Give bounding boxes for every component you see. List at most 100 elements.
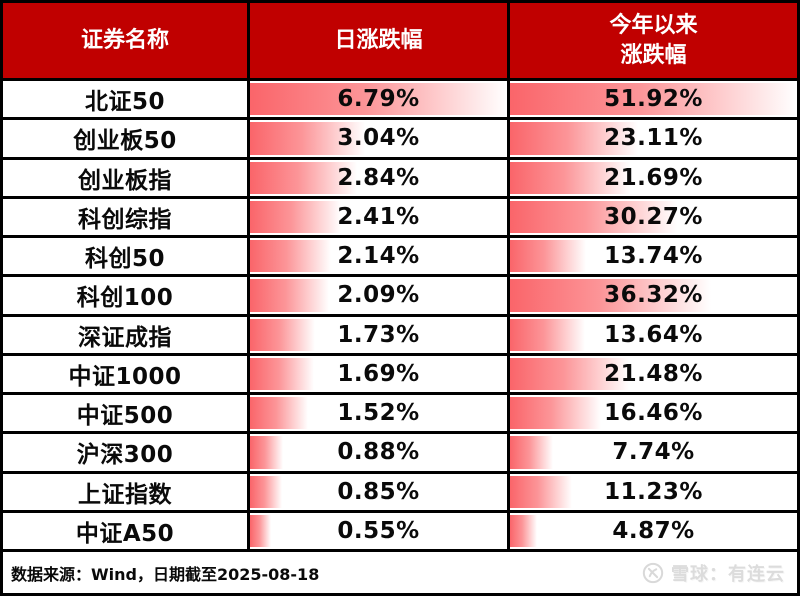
ytd-change-bar — [510, 122, 638, 155]
ytd-change-bar — [510, 240, 586, 273]
header-security-name: 证券名称 — [3, 3, 250, 78]
table-row: 中证A50 0.55% 4.87% — [3, 512, 797, 552]
daily-change-value: 1.69% — [337, 360, 420, 387]
ytd-change-value: 16.46% — [604, 400, 703, 427]
daily-change-bar — [250, 318, 316, 351]
table-row: 北证50 6.79% 51.92% — [3, 81, 797, 121]
daily-change-bar — [250, 436, 284, 469]
ytd-change-cell: 36.32% — [510, 277, 797, 313]
daily-change-cell: 3.04% — [250, 120, 510, 157]
table-footer: 数据来源：Wind，日期截至2025-08-18 雪球：有连云 — [3, 552, 797, 593]
ytd-change-cell: 7.74% — [510, 434, 797, 470]
daily-change-cell: 6.79% — [250, 81, 510, 118]
table-body: 北证50 6.79% 51.92% 创业板50 3.04% 23.11% 创业板… — [3, 81, 797, 552]
table-row: 科创100 2.09% 36.32% — [3, 277, 797, 317]
security-name: 科创50 — [84, 246, 165, 273]
ytd-change-value: 4.87% — [612, 517, 695, 544]
security-name-cell: 中证500 — [3, 395, 250, 432]
daily-change-bar — [250, 357, 314, 390]
security-name-cell: 科创100 — [3, 277, 250, 314]
ytd-change-cell: 23.11% — [510, 120, 797, 156]
daily-change-value: 2.41% — [337, 203, 420, 230]
ytd-change-cell: 21.69% — [510, 160, 797, 196]
daily-change-bar — [250, 475, 283, 508]
security-name: 中证500 — [76, 403, 174, 430]
table-row: 沪深300 0.88% 7.74% — [3, 434, 797, 474]
daily-change-value: 2.84% — [337, 164, 420, 191]
daily-change-bar — [250, 514, 271, 547]
ytd-change-cell: 13.74% — [510, 238, 797, 274]
daily-change-bar — [250, 200, 342, 233]
security-name-cell: 上证指数 — [3, 473, 250, 510]
ytd-change-value: 11.23% — [604, 478, 703, 505]
ytd-change-cell: 21.48% — [510, 356, 797, 392]
ytd-change-cell: 16.46% — [510, 395, 797, 431]
security-name-cell: 沪深300 — [3, 434, 250, 471]
ytd-change-value: 36.32% — [604, 282, 703, 309]
daily-change-value: 0.55% — [337, 517, 420, 544]
table-row: 深证成指 1.73% 13.64% — [3, 316, 797, 356]
security-name: 深证成指 — [78, 324, 172, 351]
security-name: 科创100 — [76, 285, 174, 312]
table-row: 科创50 2.14% 13.74% — [3, 238, 797, 278]
daily-change-value: 2.14% — [337, 243, 420, 270]
watermark: 雪球：有连云 — [642, 560, 785, 586]
daily-change-value: 2.09% — [337, 282, 420, 309]
security-name-cell: 科创50 — [3, 238, 250, 275]
watermark-text: 雪球：有连云 — [671, 563, 785, 585]
ytd-change-cell: 13.64% — [510, 317, 797, 353]
security-name: 上证指数 — [78, 481, 172, 508]
daily-change-cell: 1.73% — [250, 316, 510, 353]
ytd-change-value: 21.48% — [604, 360, 703, 387]
security-name-cell: 科创综指 — [3, 198, 250, 235]
table-row: 上证指数 0.85% 11.23% — [3, 473, 797, 513]
security-name: 科创综指 — [78, 206, 172, 233]
daily-change-cell: 2.41% — [250, 198, 510, 235]
daily-change-bar — [250, 240, 331, 273]
table-row: 创业板50 3.04% 23.11% — [3, 120, 797, 160]
ytd-change-value: 13.74% — [604, 243, 703, 270]
ytd-change-cell: 51.92% — [510, 81, 797, 117]
ytd-change-value: 51.92% — [604, 86, 703, 113]
ytd-change-value: 23.11% — [604, 125, 703, 152]
daily-change-value: 0.85% — [337, 478, 420, 505]
daily-change-cell: 0.85% — [250, 473, 510, 510]
ytd-change-bar — [510, 357, 629, 390]
ytd-change-value: 7.74% — [612, 439, 695, 466]
table-row: 中证500 1.52% 16.46% — [3, 395, 797, 435]
ytd-change-cell: 11.23% — [510, 474, 797, 510]
daily-change-cell: 2.14% — [250, 238, 510, 275]
security-name-cell: 创业板指 — [3, 159, 250, 196]
security-name: 创业板指 — [78, 167, 172, 194]
table-row: 中证1000 1.69% 21.48% — [3, 355, 797, 395]
daily-change-value: 6.79% — [337, 86, 420, 113]
header-ytd-change: 今年以来 涨跌幅 — [609, 12, 698, 68]
ytd-change-bar — [510, 83, 797, 116]
daily-change-cell: 2.84% — [250, 159, 510, 196]
header-daily-change: 日涨跌幅 — [250, 3, 510, 78]
ytd-change-value: 30.27% — [604, 203, 703, 230]
ytd-change-bar — [510, 318, 586, 351]
daily-change-bar — [250, 122, 366, 155]
daily-change-value: 1.52% — [337, 400, 420, 427]
daily-change-cell: 0.88% — [250, 434, 510, 471]
daily-change-bar — [250, 161, 358, 194]
ytd-change-bar — [510, 397, 601, 430]
table-row: 科创综指 2.41% 30.27% — [3, 198, 797, 238]
security-name-cell: 深证成指 — [3, 316, 250, 353]
security-name: 中证A50 — [75, 520, 175, 547]
security-name: 北证50 — [84, 89, 165, 116]
security-name: 创业板50 — [73, 128, 177, 155]
security-name-cell: 创业板50 — [3, 120, 250, 157]
daily-change-cell: 1.69% — [250, 355, 510, 392]
ytd-change-value: 13.64% — [604, 321, 703, 348]
ytd-change-cell: 4.87% — [510, 513, 797, 549]
daily-change-value: 3.04% — [337, 125, 420, 152]
ytd-change-cell: 30.27% — [510, 199, 797, 235]
xueqiu-logo-icon — [642, 562, 664, 584]
daily-change-bar — [250, 397, 308, 430]
ytd-change-bar — [510, 161, 630, 194]
ytd-change-bar — [510, 436, 553, 469]
daily-change-cell: 0.55% — [250, 512, 510, 549]
